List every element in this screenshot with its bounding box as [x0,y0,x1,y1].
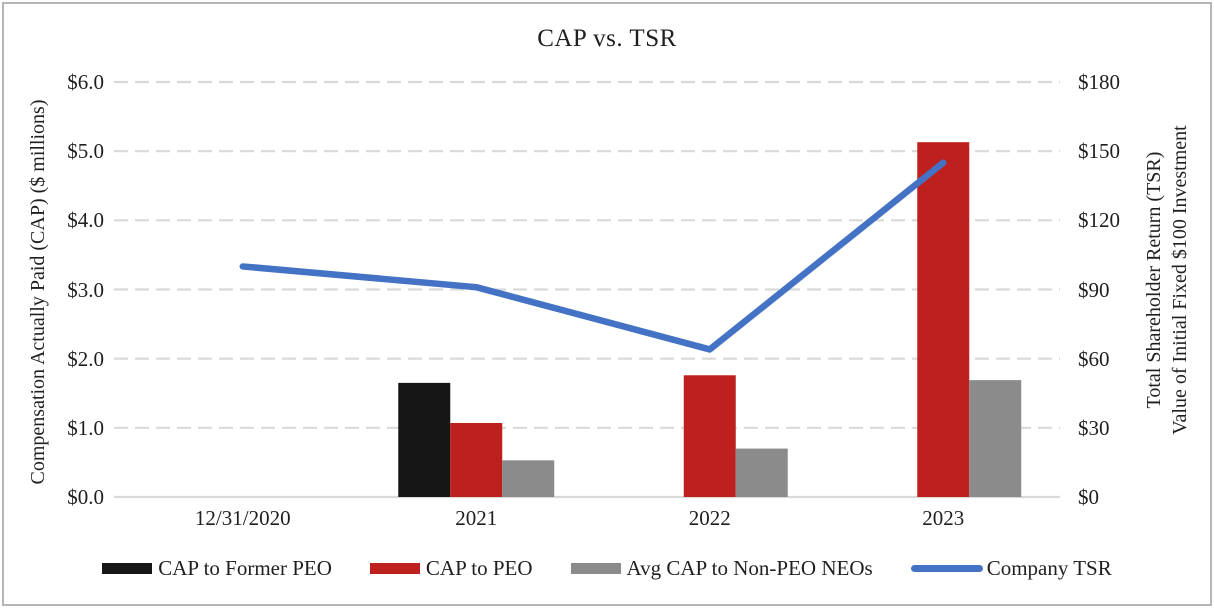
right-axis-tick: $90 [1078,277,1110,302]
bar-non_peo-2023 [969,380,1022,497]
bar-non_peo-2022 [735,448,788,497]
right-axis-tick: $120 [1078,208,1120,233]
left-axis-tick: $6.0 [67,70,104,94]
chart-legend: CAP to Former PEO CAP to PEO Avg CAP to No… [0,556,1214,581]
left-axis-tick: $4.0 [67,208,104,233]
right-axis-title: Total Shareholder Return (TSR) Value of … [1141,125,1193,434]
legend-swatch-non_peo [570,563,621,574]
left-axis-tick: $3.0 [67,277,104,302]
bar-peo-2023 [917,142,970,498]
legend-item: Company TSR [910,556,1112,581]
right-axis-tick: $0 [1078,485,1099,509]
left-axis-tick: $5.0 [67,139,104,164]
x-axis-label-12/31/2020: 12/31/2020 [194,506,291,530]
legend-swatch-tsr-line-icon [910,565,983,572]
legend-item: Avg CAP to Non-PEO NEOs [570,556,873,581]
legend-label: CAP to Former PEO [158,556,332,580]
legend-label: Company TSR [986,556,1112,580]
legend-item: CAP to PEO [369,556,533,581]
bar-former_peo-2021 [398,382,451,497]
right-axis-title-line1: Total Shareholder Return (TSR) [1143,151,1165,409]
right-axis-title-line2: Value of Initial Fixed $100 Investment [1169,125,1191,435]
bar-peo-2021 [450,422,503,497]
bar-non_peo-2021 [502,460,555,497]
x-axis-label-2021: 2021 [455,506,498,530]
right-axis-tick: $180 [1078,70,1120,94]
right-axis-tick: $30 [1078,415,1110,440]
tsr-line [239,159,947,353]
left-axis-tick: $2.0 [67,346,104,371]
chart-title: CAP vs. TSR [537,25,677,52]
right-axis-tick: $150 [1078,139,1120,164]
legend-label: Avg CAP to Non-PEO NEOs [626,556,873,580]
right-axis-tick: $60 [1078,346,1110,371]
legend-label: CAP to PEO [425,556,533,580]
legend-swatch-peo [369,563,420,574]
left-axis-tick: $0.0 [67,485,104,509]
bar-peo-2022 [683,375,736,497]
left-axis-title: Compensation Actually Paid (CAP) ($ mill… [27,99,49,485]
x-axis-label-2022: 2022 [688,506,731,530]
legend-item: CAP to Former PEO [102,556,332,581]
x-axis-label-2023: 2023 [922,506,965,530]
legend-swatch-former_peo [102,563,153,574]
left-axis-tick: $1.0 [67,415,104,440]
